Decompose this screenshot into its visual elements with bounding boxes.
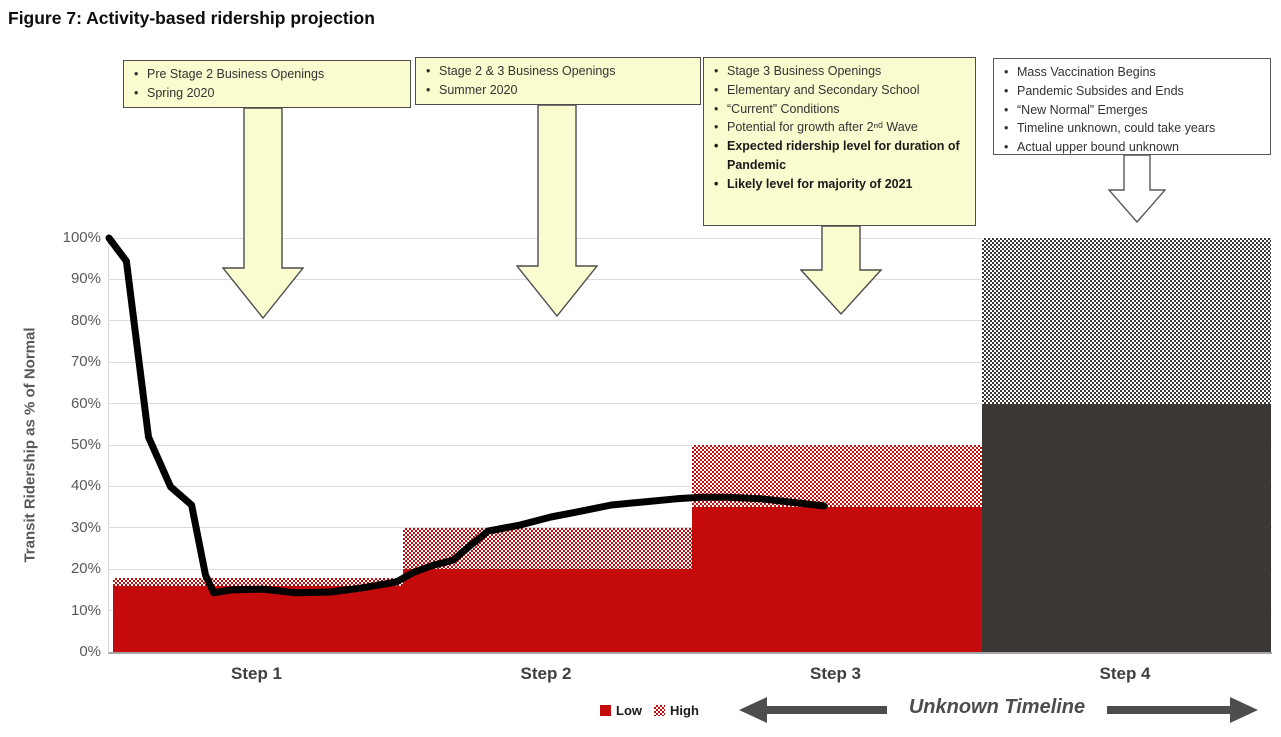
callout-bullet: Pandemic Subsides and Ends <box>1000 82 1264 101</box>
gridline <box>109 278 1272 280</box>
figure-title: Figure 7: Activity-based ridership proje… <box>8 8 375 28</box>
callout-bullet: Timeline unknown, could take years <box>1000 119 1264 138</box>
y-tick-label: 30% <box>70 518 101 536</box>
gridline <box>109 527 1272 529</box>
right-arrow-icon <box>1107 697 1258 723</box>
high-swatch-icon <box>654 705 665 716</box>
step-2-callout: Stage 2 & 3 Business OpeningsSummer 2020 <box>415 57 701 105</box>
y-tick-label: 40% <box>70 477 101 495</box>
left-arrow-icon <box>739 697 887 723</box>
step-2-callout-arrow-icon <box>516 105 598 318</box>
callout-bullet: Stage 3 Business Openings <box>710 62 969 81</box>
callout-bullet: Pre Stage 2 Business Openings <box>130 65 404 84</box>
callout-bullet: “Current” Conditions <box>710 100 969 119</box>
y-tick-label: 20% <box>70 560 101 578</box>
x-label-step-1: Step 1 <box>230 664 283 683</box>
bar-low-4 <box>981 403 1271 652</box>
y-tick-label: 10% <box>70 601 101 619</box>
unknown-timeline-label: Unknown Timeline <box>908 696 1086 718</box>
step-1-callout-arrow-icon <box>222 108 304 320</box>
callout-bullet: “New Normal” Emerges <box>1000 101 1264 120</box>
callout-bullet: Mass Vaccination Begins <box>1000 63 1264 82</box>
step-3-callout-list: Stage 3 Business OpeningsElementary and … <box>710 62 969 193</box>
gridline <box>109 485 1272 487</box>
step-1-callout: Pre Stage 2 Business OpeningsSpring 2020 <box>123 60 411 108</box>
y-tick-label: 70% <box>70 353 101 371</box>
gridline <box>109 237 1272 239</box>
step-3-callout-arrow-icon <box>800 226 882 316</box>
step-2-callout-list: Stage 2 & 3 Business OpeningsSummer 2020 <box>422 62 694 100</box>
y-tick-label: 60% <box>70 394 101 412</box>
callout-bullet: Potential for growth after 2ⁿᵈ Wave <box>710 118 969 137</box>
x-label-step-4: Step 4 <box>1099 664 1151 683</box>
bar-low-3 <box>692 507 982 652</box>
y-tick-label: 100% <box>62 229 101 246</box>
low-swatch-icon <box>600 705 611 716</box>
step-4-callout-list: Mass Vaccination BeginsPandemic Subsides… <box>1000 63 1264 157</box>
callout-bullet: Stage 2 & 3 Business Openings <box>422 62 694 81</box>
step-3-callout: Stage 3 Business OpeningsElementary and … <box>703 57 976 226</box>
step-1-callout-list: Pre Stage 2 Business OpeningsSpring 2020 <box>130 65 404 103</box>
bar-low-2 <box>402 569 692 652</box>
plot-area <box>105 234 1272 654</box>
callout-bullet: Expected ridership level for duration of… <box>710 137 969 175</box>
gridline <box>109 444 1272 446</box>
bar-low-1 <box>113 585 403 652</box>
legend-item-high: High <box>654 703 699 718</box>
chart-legend: Low High <box>600 703 699 718</box>
legend-low-label: Low <box>616 703 642 718</box>
legend-item-low: Low <box>600 703 642 718</box>
ridership-line <box>105 234 828 597</box>
gridline <box>109 320 1272 322</box>
callout-bullet: Elementary and Secondary School <box>710 81 969 100</box>
callout-bullet: Spring 2020 <box>130 84 404 103</box>
x-label-step-2: Step 2 <box>520 664 572 683</box>
callout-bullet: Actual upper bound unknown <box>1000 138 1264 157</box>
y-tick-label: 50% <box>70 436 101 453</box>
legend-high-label: High <box>670 703 699 718</box>
y-tick-label: 80% <box>70 311 101 329</box>
bar-high-1 <box>113 577 403 586</box>
step-4-callout: Mass Vaccination BeginsPandemic Subsides… <box>993 58 1271 157</box>
x-label-step-3: Step 3 <box>809 664 862 683</box>
y-tick-label: 90% <box>70 270 101 288</box>
step-4-callout-arrow-icon <box>1108 155 1166 224</box>
bar-high-4 <box>981 238 1271 404</box>
gridline <box>109 361 1272 363</box>
gridline <box>109 403 1272 405</box>
callout-bullet: Likely level for majority of 2021 <box>710 175 969 194</box>
y-tick-label: 0% <box>79 643 101 660</box>
callout-bullet: Summer 2020 <box>422 81 694 100</box>
